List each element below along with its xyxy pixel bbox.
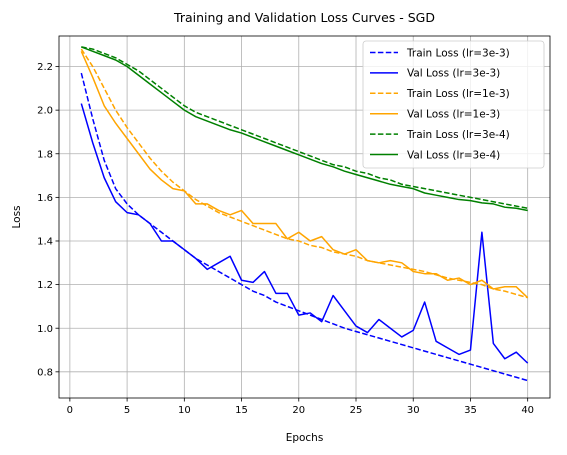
legend-label: Train Loss (lr=3e-3)	[406, 47, 510, 59]
series-layer	[80, 46, 529, 382]
legend: Train Loss (lr=3e-3) Val Loss (lr=3e-3) Tr…	[362, 40, 545, 169]
legend-box	[362, 40, 545, 169]
legend-label: Train Loss (lr=3e-4)	[406, 129, 510, 141]
y-tick-label: 2.2	[37, 62, 53, 73]
series-line-5	[81, 46, 528, 212]
x-axis-ticks: 0 5 10 15 20 25 30 35 40	[67, 398, 534, 416]
legend-label: Val Loss (lr=3e-4)	[407, 149, 500, 161]
x-tick-label: 40	[521, 405, 534, 416]
y-tick-label: 1.0	[37, 324, 53, 335]
series-line-0	[80, 72, 528, 382]
x-tick-label: 20	[292, 405, 305, 416]
y-tick-label: 0.8	[37, 367, 53, 378]
legend-label: Val Loss (lr=3e-3)	[407, 68, 500, 80]
y-tick-label: 1.6	[37, 193, 53, 204]
series-line-4	[81, 46, 528, 210]
series-line-1	[80, 103, 529, 364]
x-tick-label: 0	[67, 405, 73, 416]
y-axis-title: Loss	[11, 205, 23, 228]
legend-label: Train Loss (lr=1e-3)	[406, 88, 510, 100]
x-tick-label: 35	[464, 405, 477, 416]
legend-label: Val Loss (lr=1e-3)	[407, 109, 500, 121]
y-tick-label: 1.2	[37, 280, 53, 291]
plot-frame	[58, 35, 551, 399]
x-axis-title: Epochs	[286, 432, 324, 444]
chart-title: Training and Validation Loss Curves - SG…	[173, 10, 435, 25]
y-tick-label: 1.8	[37, 149, 53, 160]
y-tick-label: 1.4	[37, 237, 53, 248]
y-tick-label: 2.0	[37, 106, 53, 117]
series-line-3	[80, 50, 529, 299]
x-tick-label: 10	[178, 405, 191, 416]
x-tick-label: 15	[235, 405, 248, 416]
x-tick-label: 30	[407, 405, 420, 416]
x-tick-label: 5	[124, 405, 130, 416]
y-axis-ticks: 0.8 1.0 1.2 1.4 1.6 1.8 2.0 2.2	[37, 62, 59, 378]
x-tick-label: 25	[350, 405, 363, 416]
